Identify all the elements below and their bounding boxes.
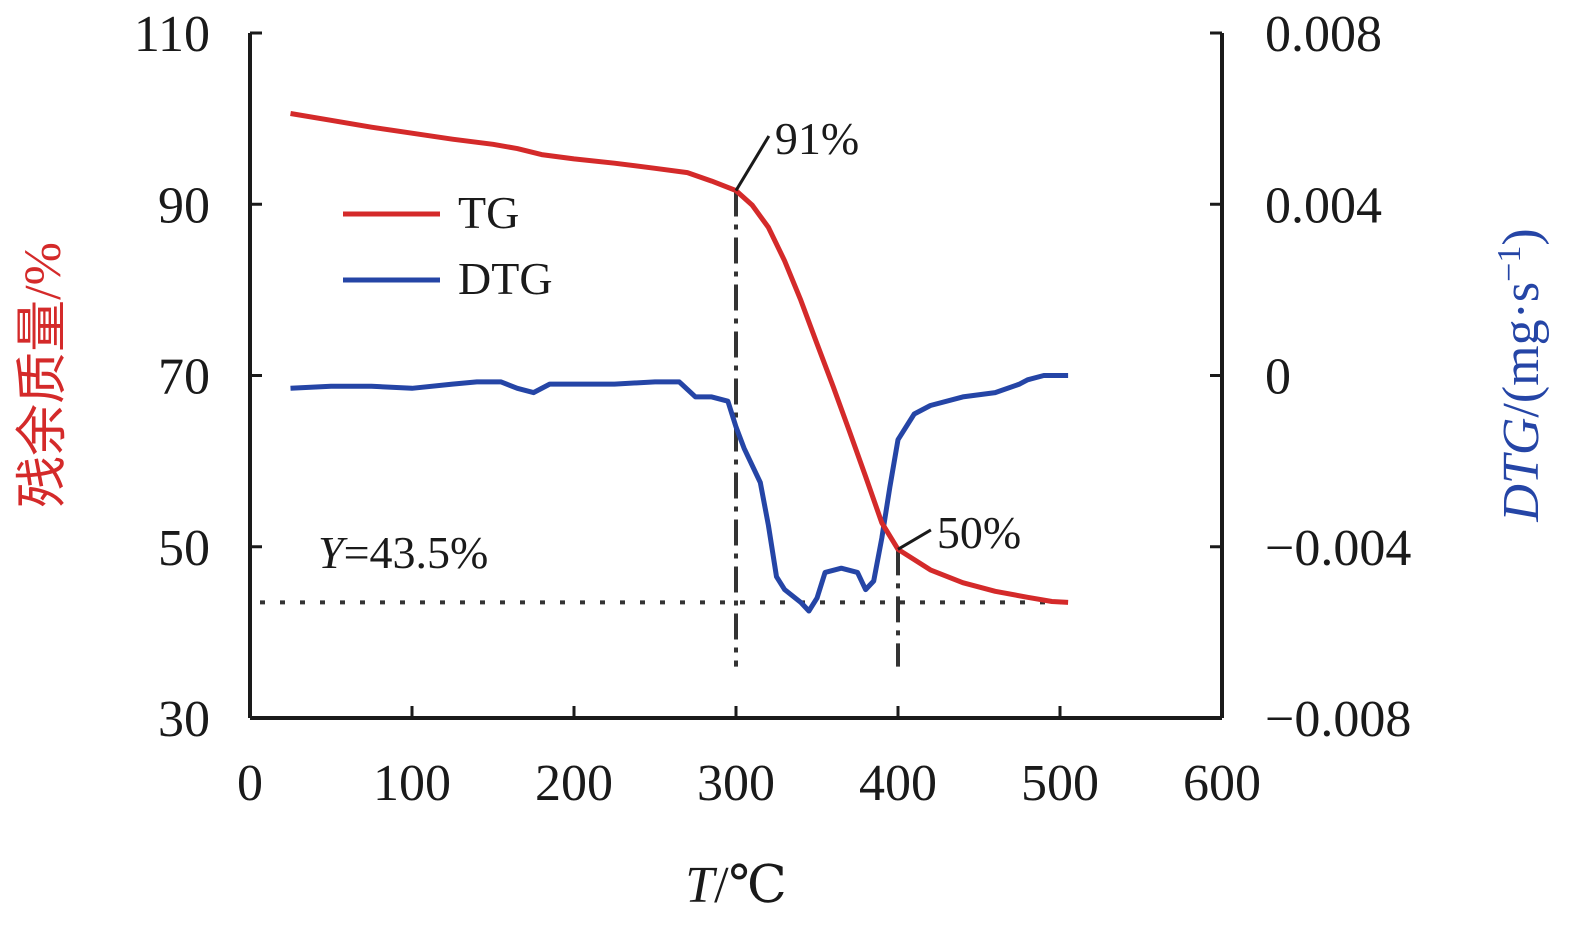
y-left-axis-ticks: 30 50 70 90 110 (134, 6, 262, 748)
y-right-axis-title-close: ) (1493, 228, 1550, 245)
legend-label-dtg: DTG (458, 253, 553, 304)
y-right-axis-title-var: DTG (1493, 418, 1550, 523)
y-left-tick-label-30: 30 (158, 691, 210, 748)
x-tick-label-200: 200 (535, 755, 613, 812)
x-tick-label-400: 400 (859, 755, 937, 812)
y-right-axis-title: DTG/(mg·s−1) (1491, 228, 1550, 522)
y-left-tick-label-110: 110 (134, 6, 210, 63)
y-right-axis-title-exp: −1 (1491, 246, 1528, 282)
x-tick-label-100: 100 (373, 755, 451, 812)
y-left-tick-label-50: 50 (158, 520, 210, 577)
x-axis-ticks: 0 100 200 300 400 500 600 (237, 706, 1261, 812)
onset-annotation: 91% (775, 113, 859, 164)
x-tick-label-600: 600 (1183, 755, 1261, 812)
midpoint-leader-line (897, 528, 932, 551)
yield-annotation: Y=43.5% (318, 527, 488, 578)
y-right-tick-label-2: 0 (1265, 349, 1291, 406)
y-right-tick-label-3: 0.004 (1265, 177, 1382, 234)
y-left-tick-label-70: 70 (158, 349, 210, 406)
x-axis-title-unit: /℃ (714, 857, 787, 914)
y-left-tick-label-90: 90 (158, 177, 210, 234)
series-line-dtg (290, 373, 1069, 614)
series-line-tg (290, 111, 1069, 605)
onset-leader-line (734, 135, 771, 192)
x-tick-label-500: 500 (1021, 755, 1099, 812)
yield-annotation-var: Y (318, 527, 348, 578)
y-left-axis-title: 残余质量/% (15, 242, 72, 508)
x-tick-label-300: 300 (697, 755, 775, 812)
x-tick-label-0: 0 (237, 755, 263, 812)
y-right-tick-label-1: −0.004 (1265, 520, 1411, 577)
y-right-axis-ticks: −0.008 −0.004 0 0.004 0.008 (1210, 6, 1411, 748)
legend: TG DTG (343, 187, 553, 304)
y-right-tick-label-4: 0.008 (1265, 6, 1382, 63)
midpoint-annotation: 50% (937, 507, 1021, 558)
x-axis-title: T/℃ (685, 857, 787, 914)
y-right-tick-label-0: −0.008 (1265, 691, 1411, 748)
legend-label-tg: TG (458, 187, 519, 238)
yield-annotation-value: =43.5% (344, 527, 489, 578)
y-right-axis-title-unit: /(mg·s (1493, 282, 1550, 418)
x-axis-title-var: T (685, 857, 717, 914)
